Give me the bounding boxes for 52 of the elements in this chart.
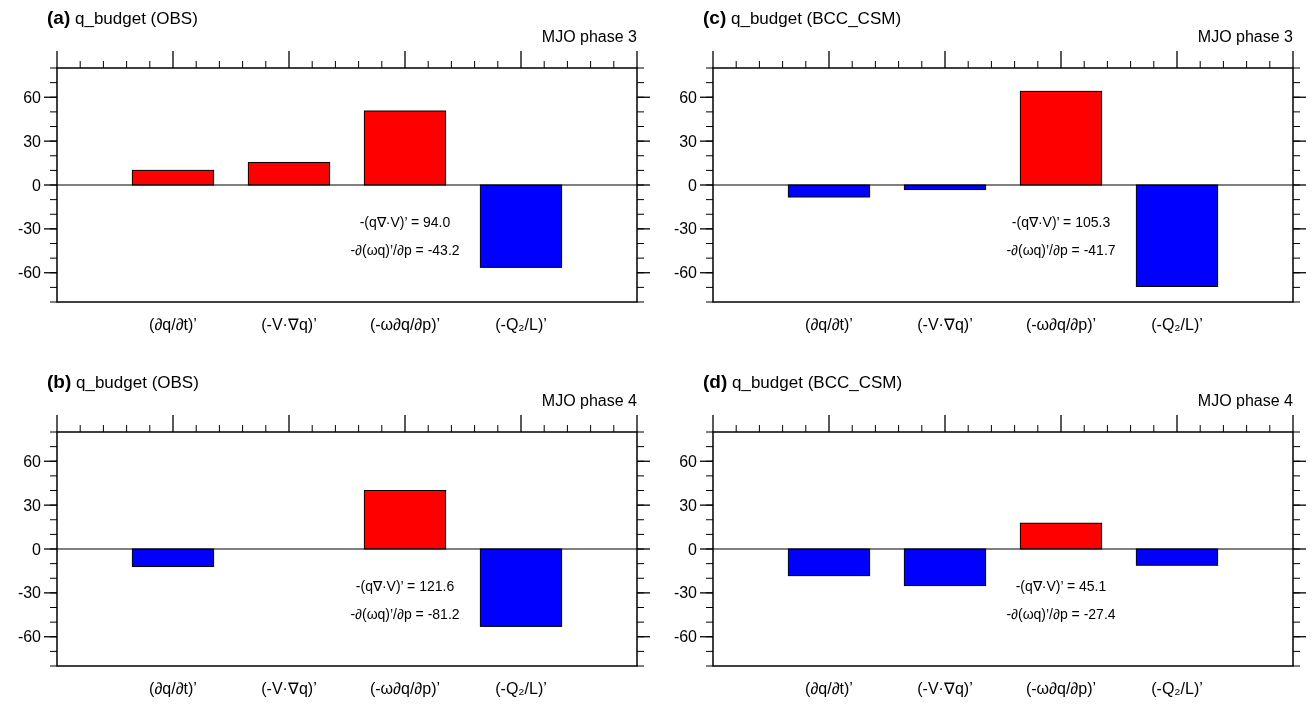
x-tick-label: (-V·∇q)’ [917, 680, 973, 697]
y-tick-label: 30 [679, 132, 698, 150]
chart-subtitle: MJO phase 3 [1197, 28, 1294, 45]
x-tick-label: (-ω∂q/∂p)’ [369, 316, 441, 333]
y-tick-label: 30 [679, 496, 698, 514]
y-tick-label: -60 [673, 628, 698, 646]
x-tick-label: (-ω∂q/∂p)’ [1025, 680, 1097, 697]
chart-title: (d) q_budget (BCC_CSM) [703, 371, 903, 392]
chart-title: (c) q_budget (BCC_CSM) [703, 7, 902, 28]
x-tick-label: (∂q/∂t)’ [149, 680, 197, 697]
x-tick-label: (-V·∇q)’ [261, 680, 317, 697]
x-tick-label: (-Q₂/L)’ [1151, 316, 1203, 333]
y-tick-label: 30 [23, 496, 42, 514]
x-tick-label: (∂q/∂t)’ [805, 316, 853, 333]
y-tick-label: 60 [679, 88, 698, 106]
y-tick-label: 0 [32, 176, 42, 194]
annotation: -(q∇·V)’ = 45.1 [1015, 578, 1107, 594]
x-tick-label: (-V·∇q)’ [917, 316, 973, 333]
x-tick-label: (-Q₂/L)’ [1151, 680, 1203, 697]
annotation: -(q∇·V)’ = 105.3 [1011, 214, 1111, 230]
y-tick-label: 60 [679, 452, 698, 470]
y-tick-label: 0 [688, 540, 698, 558]
y-tick-label: -30 [17, 220, 42, 238]
x-tick-label: (-Q₂/L)’ [495, 316, 547, 333]
y-tick-label: 30 [23, 132, 42, 150]
annotation: -(q∇·V)’ = 94.0 [359, 214, 451, 230]
chart-subtitle: MJO phase 3 [541, 28, 638, 45]
annotation: -∂(ωq)’/∂p = -43.2 [350, 242, 460, 258]
x-tick-label: (-ω∂q/∂p)’ [369, 680, 441, 697]
annotation: -∂(ωq)’/∂p = -41.7 [1006, 242, 1116, 258]
chart-subtitle: MJO phase 4 [541, 392, 638, 409]
y-tick-label: 0 [32, 540, 42, 558]
y-tick-label: -60 [17, 628, 42, 646]
chart-title: (a) q_budget (OBS) [47, 7, 198, 28]
y-tick-label: -60 [673, 264, 698, 282]
y-tick-label: -30 [17, 584, 42, 602]
annotation: -(q∇·V)’ = 121.6 [355, 578, 455, 594]
annotation: -∂(ωq)’/∂p = -81.2 [350, 606, 460, 622]
y-tick-label: -60 [17, 264, 42, 282]
y-tick-label: 60 [23, 452, 42, 470]
x-tick-label: (∂q/∂t)’ [805, 680, 853, 697]
x-tick-label: (-V·∇q)’ [261, 316, 317, 333]
y-tick-label: -30 [673, 584, 698, 602]
x-tick-label: (-ω∂q/∂p)’ [1025, 316, 1097, 333]
y-tick-label: 60 [23, 88, 42, 106]
annotation: -∂(ωq)’/∂p = -27.4 [1006, 606, 1116, 622]
x-tick-label: (∂q/∂t)’ [149, 316, 197, 333]
chart-title: (b) q_budget (OBS) [47, 371, 199, 392]
x-tick-label: (-Q₂/L)’ [495, 680, 547, 697]
y-tick-label: 0 [688, 176, 698, 194]
chart-subtitle: MJO phase 4 [1197, 392, 1294, 409]
y-tick-label: -30 [673, 220, 698, 238]
